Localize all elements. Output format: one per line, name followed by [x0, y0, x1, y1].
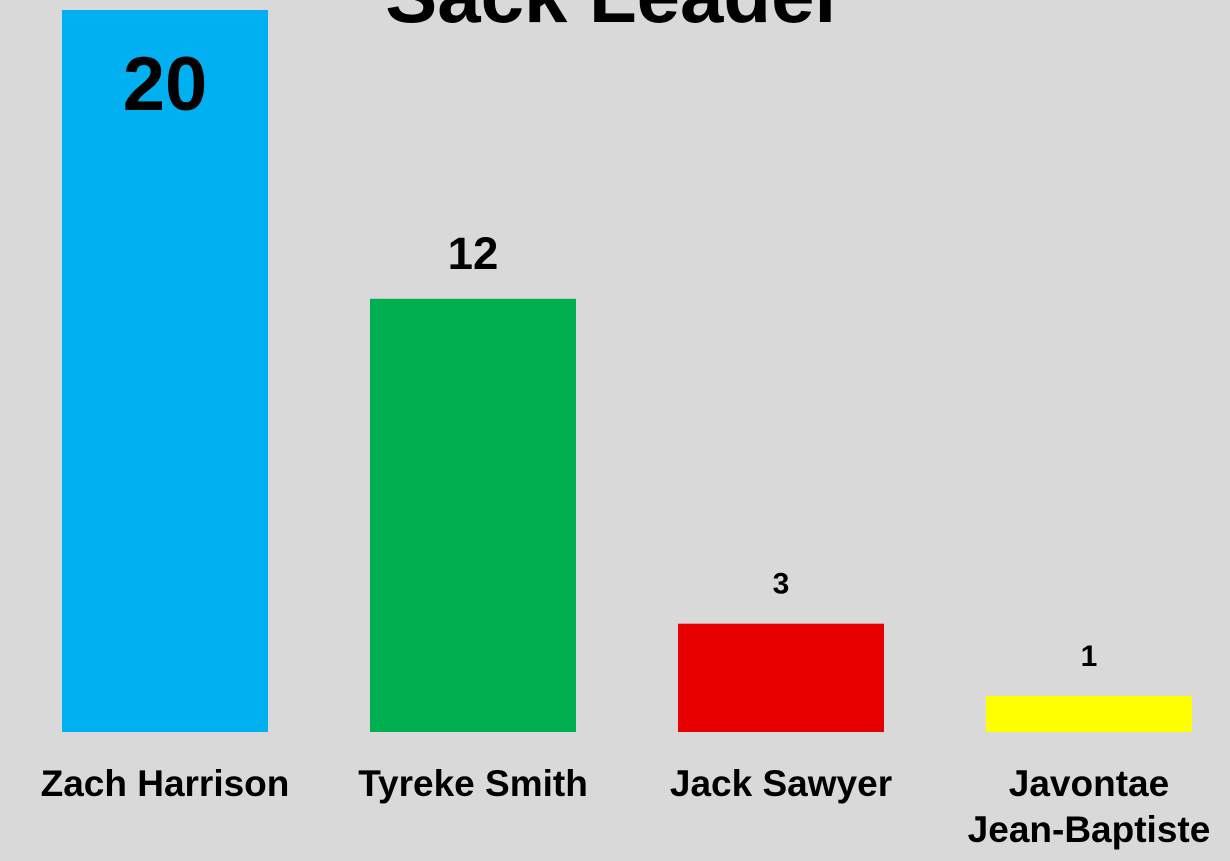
category-label-2: Jack Sawyer — [670, 763, 892, 804]
category-label-line: Zach Harrison — [41, 763, 290, 804]
category-label-1: Tyreke Smith — [358, 763, 588, 804]
bars-layer — [62, 10, 1192, 732]
bar-3 — [986, 695, 1192, 732]
value-label-1: 12 — [448, 228, 499, 279]
value-label-2: 3 — [773, 568, 790, 601]
category-label-line: Jack Sawyer — [670, 763, 892, 804]
value-label-3: 1 — [1081, 640, 1098, 673]
category-label-line: Javontae — [1009, 763, 1169, 804]
value-labels-layer: 20 12 3 1 — [123, 42, 1098, 673]
bar-1 — [370, 298, 576, 732]
bar-0 — [62, 10, 268, 732]
category-label-line: Tyreke Smith — [358, 763, 588, 804]
category-label-0: Zach Harrison — [41, 763, 290, 804]
category-label-line: Jean-Baptiste — [968, 809, 1211, 850]
value-label-0: 20 — [123, 42, 208, 127]
chart-title: Sack Leader — [385, 0, 845, 39]
bar-2 — [678, 623, 884, 732]
category-label-3: Javontae Jean-Baptiste — [968, 763, 1211, 850]
category-labels-layer: Zach Harrison Tyreke Smith Jack Sawyer Javo… — [41, 763, 1211, 850]
